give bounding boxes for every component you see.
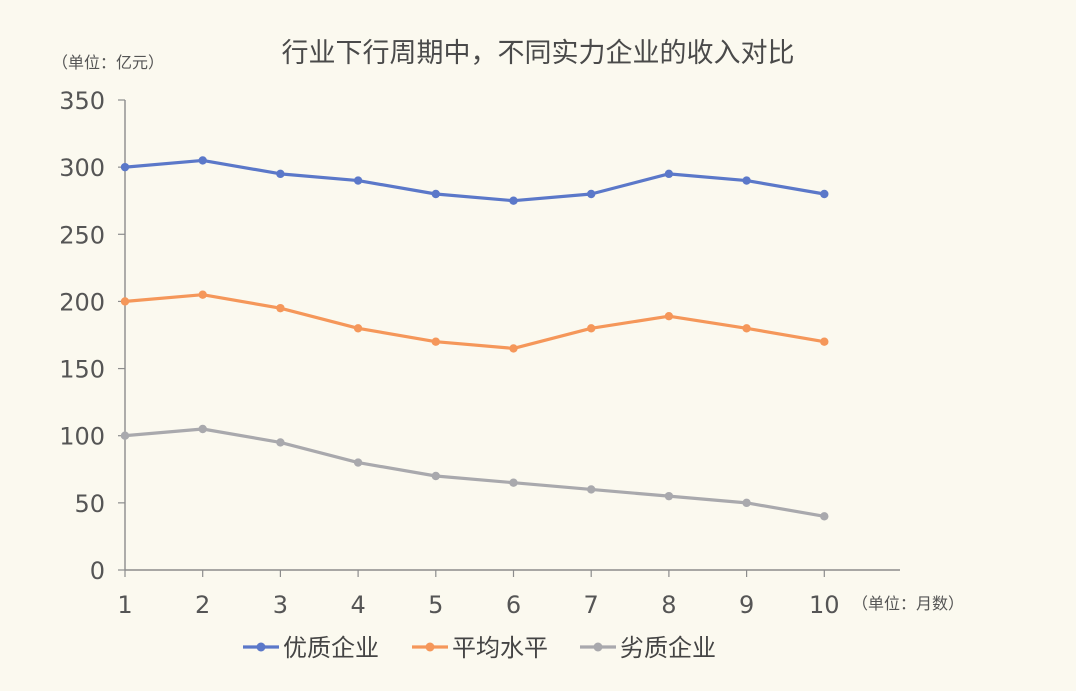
- series-line: [123, 158, 826, 203]
- data-point: [664, 312, 674, 321]
- data-point: [587, 485, 596, 494]
- data-point: [198, 290, 207, 299]
- x-tick-label: 3: [273, 591, 288, 619]
- series-layer: [120, 156, 829, 521]
- y-tick-label: 350: [59, 87, 105, 115]
- axis-ticks: 0 50 100 150 200 250 300 350 1 2 3 4 5 6 7 8 9 10: [59, 87, 839, 619]
- data-point: [742, 324, 751, 333]
- y-tick-label: 250: [59, 221, 105, 249]
- data-point: [198, 156, 207, 165]
- x-tick-label: 1: [117, 591, 132, 619]
- data-point: [509, 196, 518, 205]
- data-point: [664, 169, 674, 179]
- y-tick-label: 50: [74, 490, 105, 518]
- data-point: [742, 176, 751, 185]
- series-3: [120, 424, 829, 521]
- x-tick-label: 5: [428, 591, 443, 619]
- y-axis-unit-label: （单位：亿元）: [52, 53, 164, 72]
- series-2: [120, 290, 829, 353]
- data-point: [276, 169, 285, 179]
- data-point: [120, 297, 130, 306]
- data-point: [353, 176, 363, 185]
- data-point: [587, 189, 596, 199]
- legend-swatch-marker: [425, 642, 435, 652]
- legend-label: 劣质企业: [620, 634, 716, 662]
- data-point: [664, 491, 674, 501]
- data-point: [276, 303, 285, 313]
- data-point: [353, 324, 363, 333]
- data-point: [820, 337, 829, 346]
- data-point: [742, 498, 751, 508]
- data-point: [509, 344, 518, 353]
- y-tick-label: 200: [59, 288, 105, 316]
- y-tick-label: 300: [59, 154, 105, 182]
- data-point: [431, 189, 440, 199]
- y-tick-label: 0: [90, 557, 105, 585]
- data-point: [431, 337, 440, 346]
- data-point: [353, 458, 363, 467]
- x-tick-label: 4: [350, 591, 365, 619]
- x-axis-unit-label: （单位：月数）: [852, 594, 964, 613]
- legend-item: 劣质企业: [580, 634, 716, 662]
- legend-label: 平均水平: [452, 634, 548, 662]
- data-point: [120, 431, 130, 440]
- data-point: [198, 424, 207, 434]
- legend-item: 优质企业: [243, 634, 379, 662]
- x-tick-label: 6: [506, 591, 521, 619]
- legend-label: 优质企业: [283, 634, 379, 662]
- chart-title: 行业下行周期中，不同实力企业的收入对比: [282, 38, 795, 69]
- legend-swatch-marker: [593, 642, 603, 652]
- y-tick-label: 100: [59, 423, 105, 451]
- data-point: [276, 438, 285, 447]
- series-line: [123, 293, 826, 351]
- data-point: [587, 324, 596, 333]
- series-line: [123, 427, 826, 518]
- x-tick-label: 2: [195, 591, 210, 619]
- y-tick-label: 150: [59, 356, 105, 384]
- legend-swatch-marker: [256, 642, 266, 652]
- x-tick-label: 10: [809, 591, 840, 619]
- x-tick-label: 9: [739, 591, 754, 619]
- x-tick-label: 8: [661, 591, 676, 619]
- legend-item: 平均水平: [412, 634, 548, 662]
- legend: 优质企业 平均水平 劣质企业: [243, 634, 716, 662]
- data-point: [120, 162, 130, 172]
- data-point: [431, 471, 440, 481]
- x-tick-label: 7: [584, 591, 599, 619]
- series-1: [120, 156, 829, 205]
- data-point: [509, 478, 518, 487]
- data-point: [820, 189, 829, 199]
- data-point: [820, 512, 829, 521]
